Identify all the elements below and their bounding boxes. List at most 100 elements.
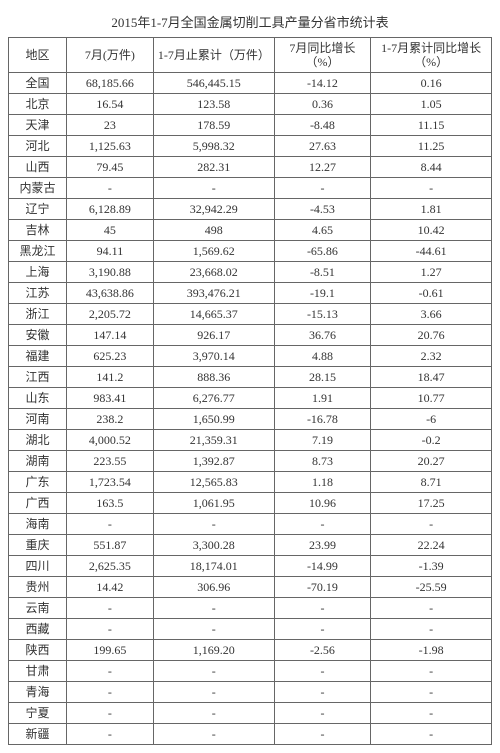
table-cell: 45 xyxy=(66,220,153,241)
table-cell: 3,970.14 xyxy=(153,346,274,367)
table-cell: 23.99 xyxy=(274,535,371,556)
table-cell: 551.87 xyxy=(66,535,153,556)
table-cell: -8.48 xyxy=(274,115,371,136)
table-row: 湖北4,000.5221,359.317.19-0.2 xyxy=(9,430,492,451)
table-row: 云南---- xyxy=(9,598,492,619)
col-header: 1-7月止累计（万件） xyxy=(153,38,274,73)
table-cell: -65.86 xyxy=(274,241,371,262)
table-row: 广东1,723.5412,565.831.188.71 xyxy=(9,472,492,493)
table-cell: 上海 xyxy=(9,262,67,283)
table-cell: 江苏 xyxy=(9,283,67,304)
table-cell: 2,205.72 xyxy=(66,304,153,325)
table-cell: 11.15 xyxy=(371,115,492,136)
table-cell: 辽宁 xyxy=(9,199,67,220)
table-cell: 8.71 xyxy=(371,472,492,493)
table-cell: 河南 xyxy=(9,409,67,430)
table-row: 西藏---- xyxy=(9,619,492,640)
table-cell: 43,638.86 xyxy=(66,283,153,304)
table-cell: 云南 xyxy=(9,598,67,619)
table-cell: 甘肃 xyxy=(9,661,67,682)
table-cell: 10.42 xyxy=(371,220,492,241)
table-cell: -25.59 xyxy=(371,577,492,598)
col-header: 1-7月累计同比增长（%） xyxy=(371,38,492,73)
table-cell: 498 xyxy=(153,220,274,241)
table-cell: -14.12 xyxy=(274,73,371,94)
table-cell: -1.98 xyxy=(371,640,492,661)
table-cell: 393,476.21 xyxy=(153,283,274,304)
table-cell: - xyxy=(66,619,153,640)
table-cell: -44.61 xyxy=(371,241,492,262)
table-cell: 1,569.62 xyxy=(153,241,274,262)
table-cell: - xyxy=(66,703,153,724)
table-cell: 1.81 xyxy=(371,199,492,220)
table-cell: 68,185.66 xyxy=(66,73,153,94)
table-cell: 1,650.99 xyxy=(153,409,274,430)
table-cell: 32,942.29 xyxy=(153,199,274,220)
table-cell: 8.44 xyxy=(371,157,492,178)
header-row: 地区 7月(万件) 1-7月止累计（万件） 7月同比增长（%） 1-7月累计同比… xyxy=(9,38,492,73)
table-cell: 18.47 xyxy=(371,367,492,388)
table-cell: - xyxy=(274,724,371,745)
table-cell: 21,359.31 xyxy=(153,430,274,451)
table-cell: 6,128.89 xyxy=(66,199,153,220)
table-cell: 4,000.52 xyxy=(66,430,153,451)
table-row: 江西141.2888.3628.1518.47 xyxy=(9,367,492,388)
table-cell: - xyxy=(153,619,274,640)
table-cell: - xyxy=(274,703,371,724)
table-cell: 陕西 xyxy=(9,640,67,661)
table-cell: - xyxy=(274,661,371,682)
table-cell: - xyxy=(371,661,492,682)
table-cell: 4.65 xyxy=(274,220,371,241)
table-cell: 海南 xyxy=(9,514,67,535)
table-cell: - xyxy=(153,661,274,682)
table-cell: 天津 xyxy=(9,115,67,136)
table-cell: - xyxy=(371,619,492,640)
table-cell: 546,445.15 xyxy=(153,73,274,94)
table-cell: - xyxy=(371,682,492,703)
table-cell: 123.58 xyxy=(153,94,274,115)
table-row: 黑龙江94.111,569.62-65.86-44.61 xyxy=(9,241,492,262)
table-row: 陕西199.651,169.20-2.56-1.98 xyxy=(9,640,492,661)
table-cell: 12,565.83 xyxy=(153,472,274,493)
table-row: 山西79.45282.3112.278.44 xyxy=(9,157,492,178)
table-row: 天津23178.59-8.4811.15 xyxy=(9,115,492,136)
table-row: 北京16.54123.580.361.05 xyxy=(9,94,492,115)
table-row: 湖南223.551,392.878.7320.27 xyxy=(9,451,492,472)
table-cell: -0.2 xyxy=(371,430,492,451)
table-cell: 163.5 xyxy=(66,493,153,514)
table-cell: - xyxy=(66,661,153,682)
table-cell: - xyxy=(153,703,274,724)
table-row: 贵州14.42306.96-70.19-25.59 xyxy=(9,577,492,598)
table-cell: 2,625.35 xyxy=(66,556,153,577)
table-cell: 10.96 xyxy=(274,493,371,514)
table-cell: 79.45 xyxy=(66,157,153,178)
table-cell: - xyxy=(274,178,371,199)
table-cell: 238.2 xyxy=(66,409,153,430)
table-cell: - xyxy=(153,514,274,535)
table-cell: 2.32 xyxy=(371,346,492,367)
table-cell: 重庆 xyxy=(9,535,67,556)
table-cell: - xyxy=(371,703,492,724)
table-cell: 5,998.32 xyxy=(153,136,274,157)
table-title: 2015年1-7月全国金属切削工具产量分省市统计表 xyxy=(8,8,492,37)
table-cell: 江西 xyxy=(9,367,67,388)
table-cell: 0.16 xyxy=(371,73,492,94)
table-cell: 14.42 xyxy=(66,577,153,598)
table-cell: 1.91 xyxy=(274,388,371,409)
table-row: 上海3,190.8823,668.02-8.511.27 xyxy=(9,262,492,283)
table-row: 福建625.233,970.144.882.32 xyxy=(9,346,492,367)
table-cell: - xyxy=(274,682,371,703)
table-cell: 1,723.54 xyxy=(66,472,153,493)
table-cell: 12.27 xyxy=(274,157,371,178)
table-row: 全国68,185.66546,445.15-14.120.16 xyxy=(9,73,492,94)
table-cell: -0.61 xyxy=(371,283,492,304)
table-cell: 北京 xyxy=(9,94,67,115)
table-cell: - xyxy=(66,514,153,535)
table-cell: - xyxy=(153,682,274,703)
table-cell: - xyxy=(274,598,371,619)
table-cell: 18,174.01 xyxy=(153,556,274,577)
table-cell: 10.77 xyxy=(371,388,492,409)
table-cell: 7.19 xyxy=(274,430,371,451)
table-cell: 西藏 xyxy=(9,619,67,640)
table-cell: -15.13 xyxy=(274,304,371,325)
